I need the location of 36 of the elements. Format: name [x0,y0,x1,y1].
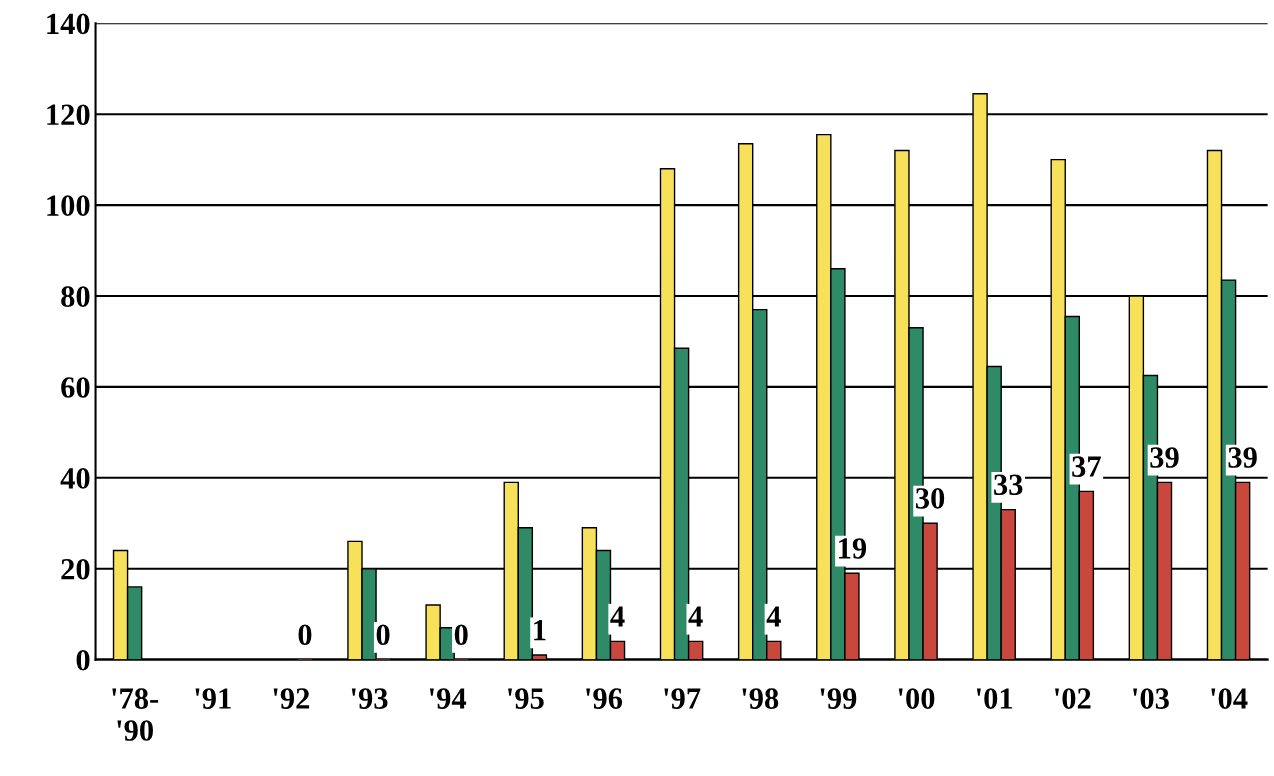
y-tick-label: 40 [60,468,90,489]
x-tick-label: '94 [429,688,467,709]
y-tick-label: 60 [61,377,90,398]
x-tick-label: '04 [1211,688,1248,709]
x-tick-label: '78- '90 [112,688,159,741]
y-tick-label: 0 [76,649,90,671]
data-label: 4 [688,606,703,627]
x-tick-label: '96 [586,688,623,709]
data-label: 4 [610,606,625,627]
y-tick-label: 140 [47,13,90,35]
x-tick-label: '00 [898,688,935,709]
x-tick-label: '93 [351,688,388,709]
y-tick-label: 120 [47,104,90,126]
x-tick-label: '02 [1055,688,1091,709]
data-label: 19 [839,538,867,559]
y-tick-label: 100 [47,195,90,216]
x-tick-label: '95 [508,688,544,709]
x-tick-label: '97 [664,688,701,709]
y-tick-label: 20 [61,558,90,580]
y-tick-label: 80 [61,286,90,307]
x-tick-label: '92 [273,688,310,709]
data-label: 33 [994,474,1023,496]
data-label: 39 [1228,447,1257,468]
data-label: 0 [376,624,390,646]
data-label: 37 [1072,456,1101,477]
data-label: 30 [915,488,945,509]
x-tick-label: '03 [1133,688,1169,709]
x-tick-label: '01 [976,688,1013,709]
x-tick-label: '99 [820,688,857,709]
data-label: 4 [766,606,781,627]
data-label: 0 [454,624,468,646]
x-tick-label: '98 [742,688,779,709]
x-tick-label: '91 [195,688,231,709]
data-label: 1 [534,620,546,641]
data-label: 0 [298,624,312,646]
data-label: 39 [1150,447,1179,468]
